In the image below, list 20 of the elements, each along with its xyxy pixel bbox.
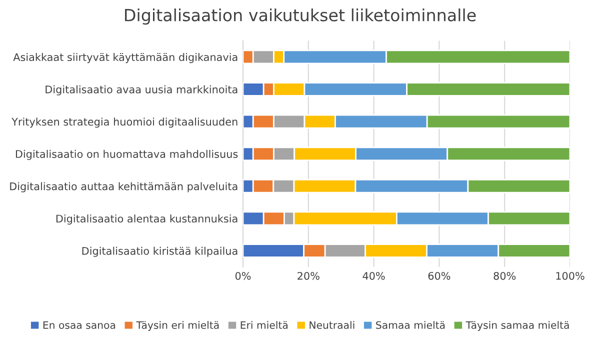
- x-tick-label: 20%: [298, 272, 320, 280]
- x-tick-label: 80%: [494, 272, 516, 280]
- y-tick-label: Digitalisaatio avaa uusia markkinoita: [46, 85, 238, 96]
- y-tick-label: Digitalisaatio on huomattava mahdollisuus: [16, 150, 238, 160]
- legend-label: Eri mieltä: [240, 321, 288, 329]
- legend-label: En osaa sanoa: [43, 321, 116, 329]
- legend-label: Täysin samaa mieltä: [466, 321, 569, 331]
- legend-label: Neutraali: [310, 321, 354, 329]
- legend-label: Täysin eri mieltä: [136, 321, 219, 331]
- x-tick-label: 100%: [556, 272, 584, 280]
- x-tick-label: 60%: [428, 272, 450, 280]
- chart-title: Digitalisaation vaikutukset liiketoiminnalle: [125, 8, 476, 25]
- y-tick-label: Digitalisaatio kiristää kilpailua: [82, 246, 238, 257]
- y-tick-label: Asiakkaat siirtyvät käyttämään digikanavia: [13, 52, 238, 64]
- x-tick-label: 0%: [235, 272, 251, 280]
- x-tick-label: 40%: [362, 272, 385, 280]
- y-tick-label: Digitalisaatio alentaa kustannuksia: [56, 214, 238, 225]
- y-tick-label: Digitalisaatio auttaa kehittämään palveluita: [10, 182, 238, 192]
- legend-label: Samaa mieltä: [376, 321, 445, 329]
- y-tick-label: Yrityksen strategia huomioi digitaalisuuden: [12, 118, 238, 128]
